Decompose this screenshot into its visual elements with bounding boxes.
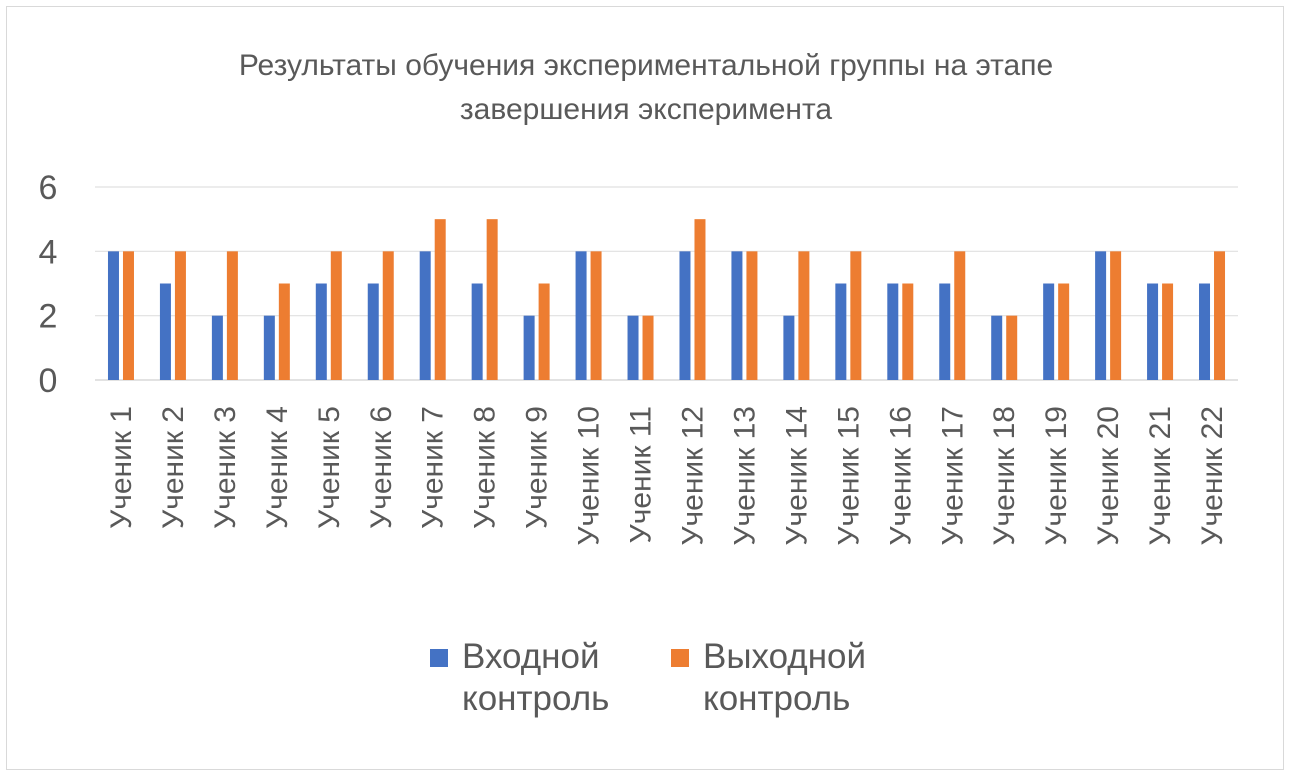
bar-output-10 bbox=[590, 251, 602, 380]
bar-input-1 bbox=[107, 251, 119, 380]
x-tick-label: Ученик 13 bbox=[728, 406, 761, 546]
bar-output-20 bbox=[1110, 251, 1122, 380]
bar-input-13 bbox=[731, 251, 743, 380]
legend-label-input-control-line-1: Входной bbox=[462, 637, 600, 676]
bar-output-12 bbox=[694, 219, 706, 380]
x-tick-label: Ученик 5 bbox=[313, 406, 346, 529]
bar-input-16 bbox=[887, 283, 899, 380]
x-tick-label: Ученик 17 bbox=[936, 406, 969, 546]
legend-swatch-input-control bbox=[430, 649, 448, 667]
x-tick-label: Ученик 20 bbox=[1092, 406, 1125, 546]
bar-input-5 bbox=[315, 283, 327, 380]
legend-label-output-control: Выходной контроль bbox=[703, 636, 893, 720]
bar-output-9 bbox=[538, 283, 550, 380]
bar-input-8 bbox=[471, 283, 483, 380]
bar-input-20 bbox=[1095, 251, 1107, 380]
x-tick-label: Ученик 2 bbox=[157, 406, 190, 529]
bar-output-14 bbox=[798, 251, 810, 380]
chart-area bbox=[6, 6, 1284, 770]
x-tick-label: Ученик 15 bbox=[832, 406, 865, 546]
bar-input-7 bbox=[419, 251, 431, 380]
bar-input-21 bbox=[1147, 283, 1159, 380]
y-tick-label: 6 bbox=[39, 169, 58, 207]
bar-output-18 bbox=[1006, 315, 1018, 380]
bar-input-15 bbox=[835, 283, 847, 380]
bar-input-17 bbox=[939, 283, 951, 380]
x-tick-label: Ученик 12 bbox=[676, 406, 709, 546]
bar-input-2 bbox=[159, 283, 171, 380]
x-tick-label: Ученик 22 bbox=[1196, 406, 1229, 546]
bar-output-7 bbox=[434, 219, 446, 380]
bar-output-11 bbox=[642, 315, 654, 380]
bar-input-19 bbox=[1043, 283, 1055, 380]
x-tick-label: Ученик 4 bbox=[261, 406, 294, 529]
bar-output-6 bbox=[382, 251, 394, 380]
x-tick-label: Ученик 18 bbox=[988, 406, 1021, 546]
y-tick-label: 4 bbox=[39, 233, 58, 271]
bar-input-6 bbox=[367, 283, 379, 380]
legend-label-output-control-line-2: контроль bbox=[703, 679, 851, 718]
bar-input-3 bbox=[211, 315, 223, 380]
legend-item-input-control: Входной контроль bbox=[430, 636, 652, 720]
legend: Входной контроль Выходной контроль bbox=[0, 636, 1292, 736]
chart-title-line-1: Результаты обучения экспериментальной гр… bbox=[238, 49, 1054, 82]
x-tick-label: Ученик 9 bbox=[521, 406, 554, 529]
bar-input-12 bbox=[679, 251, 691, 380]
bar-input-14 bbox=[783, 315, 795, 380]
bar-output-13 bbox=[746, 251, 758, 380]
x-tick-label: Ученик 10 bbox=[573, 406, 606, 546]
x-tick-label: Ученик 21 bbox=[1144, 406, 1177, 546]
bar-output-22 bbox=[1214, 251, 1226, 380]
bar-output-17 bbox=[954, 251, 966, 380]
x-tick-label: Ученик 1 bbox=[105, 406, 138, 529]
x-tick-label: Ученик 3 bbox=[209, 406, 242, 529]
bar-input-10 bbox=[575, 251, 587, 380]
bar-input-11 bbox=[627, 315, 639, 380]
x-tick-label: Ученик 6 bbox=[365, 406, 398, 529]
legend-swatch-output-control bbox=[671, 649, 689, 667]
x-tick-label: Ученик 8 bbox=[469, 406, 502, 529]
bar-output-8 bbox=[486, 219, 498, 380]
bar-output-2 bbox=[174, 251, 186, 380]
legend-label-output-control-line-1: Выходной bbox=[703, 637, 867, 676]
x-tick-label: Ученик 16 bbox=[884, 406, 917, 546]
chart-title-line-2: завершения эксперимента bbox=[459, 93, 833, 126]
bar-input-4 bbox=[263, 315, 275, 380]
bar-output-19 bbox=[1058, 283, 1070, 380]
x-tick-label: Ученик 11 bbox=[625, 406, 658, 543]
x-tick-label: Ученик 19 bbox=[1040, 406, 1073, 546]
y-tick-label: 0 bbox=[39, 362, 58, 400]
chart-title: Результаты обучения экспериментальной гр… bbox=[0, 44, 1292, 132]
legend-label-input-control: Входной контроль bbox=[462, 636, 652, 720]
bar-input-18 bbox=[991, 315, 1003, 380]
bar-output-1 bbox=[122, 251, 134, 380]
legend-item-output-control: Выходной контроль bbox=[671, 636, 893, 720]
x-tick-label: Ученик 7 bbox=[417, 406, 450, 529]
bar-output-3 bbox=[226, 251, 238, 380]
bar-output-15 bbox=[850, 251, 862, 380]
bar-input-22 bbox=[1199, 283, 1211, 380]
bar-output-21 bbox=[1162, 283, 1174, 380]
legend-label-input-control-line-2: контроль bbox=[462, 679, 610, 718]
y-tick-label: 2 bbox=[39, 298, 58, 336]
bar-output-5 bbox=[330, 251, 342, 380]
x-tick-label: Ученик 14 bbox=[780, 406, 813, 546]
bar-output-4 bbox=[278, 283, 290, 380]
bar-output-16 bbox=[902, 283, 914, 380]
bar-input-9 bbox=[523, 315, 535, 380]
